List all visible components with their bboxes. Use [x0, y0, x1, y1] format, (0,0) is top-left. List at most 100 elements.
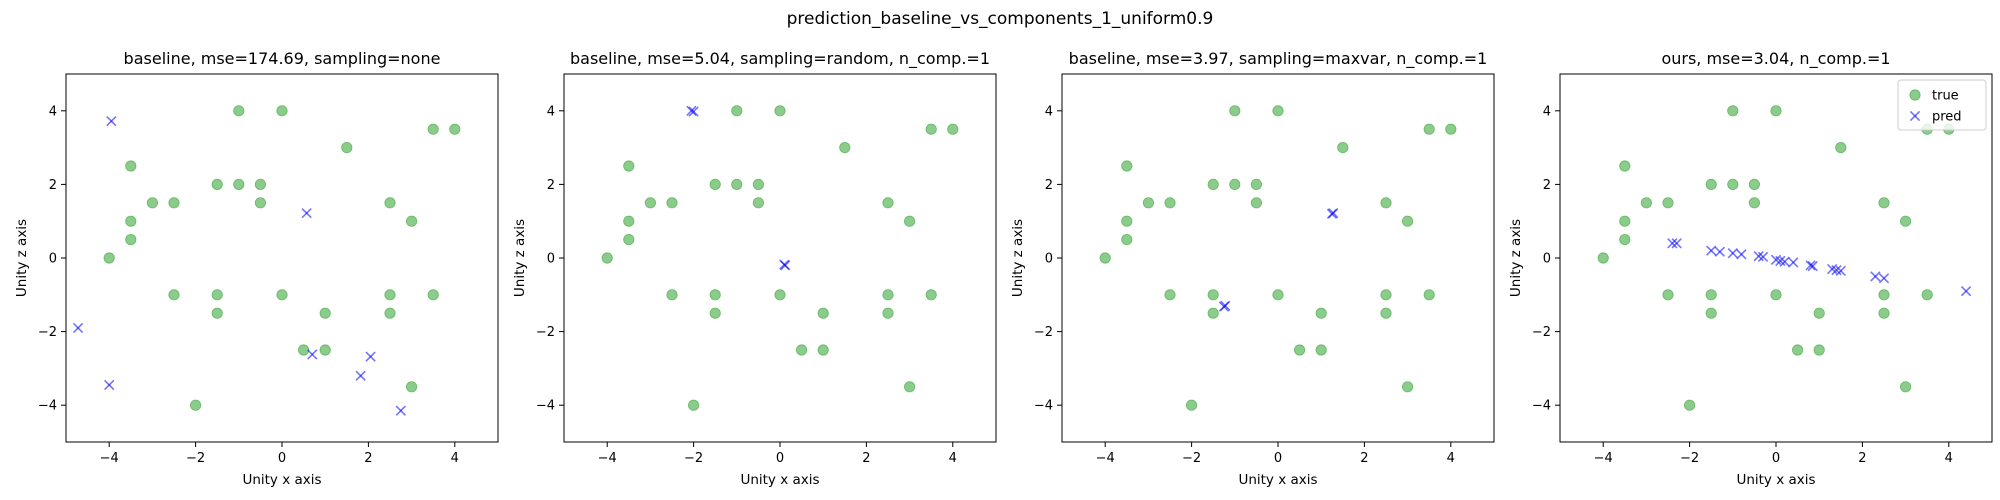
chart-4-pred-point-stroke-b — [1807, 260, 1818, 272]
chart-2-plot-area — [564, 74, 996, 442]
chart-3-plot-area — [1062, 74, 1494, 442]
chart-3-true-point — [1164, 197, 1176, 209]
chart-1-xtick-label: −4 — [100, 451, 119, 466]
chart-1-xtick-label: 2 — [364, 451, 372, 466]
chart-1-true-point — [233, 105, 245, 117]
chart-4-xtick-label: −4 — [1594, 451, 1613, 466]
chart-4-legend: true pred — [1897, 79, 1987, 131]
chart-3-pred-point — [1328, 207, 1339, 219]
chart-4-pred-point — [1779, 256, 1790, 267]
chart-1-pred-point — [395, 405, 406, 416]
chart-4-true-point — [1705, 289, 1717, 301]
chart-2-true-point — [903, 381, 916, 393]
chart-4-xtick-label: 4 — [1945, 451, 1953, 466]
chart-3-true-point — [1380, 289, 1392, 301]
chart-3: baseline, mse=3.97, sampling=maxvar, n_c… — [1010, 49, 1495, 488]
chart-4-pred-point-stroke-b — [1727, 248, 1738, 259]
chart-3-ytick-label: −4 — [1034, 399, 1053, 414]
chart-4-legend-label-pred: pred — [1932, 110, 1962, 125]
chart-1-xlabel: Unity x axis — [242, 472, 321, 488]
chart-4-pred-point-stroke-b — [1870, 271, 1881, 282]
chart-4-pred-point — [1706, 245, 1717, 256]
chart-4-pred-point — [1714, 246, 1726, 257]
chart-3-true-point — [1186, 399, 1198, 411]
chart-3-xtick-label: 4 — [1447, 451, 1455, 466]
chart-4-pred-point — [1667, 238, 1678, 249]
chart-3-ylabel: Unity z axis — [1010, 219, 1026, 297]
chart-1-xtick-label: −2 — [186, 451, 205, 466]
chart-1-pred-point-stroke-b — [301, 207, 312, 219]
chart-4-pred-point-stroke-b — [1831, 264, 1842, 276]
chart-4-pred-point — [1788, 257, 1799, 268]
chart-2-true-point — [817, 307, 829, 319]
chart-2-true-point — [882, 307, 894, 319]
chart-2-true-point — [752, 178, 765, 190]
chart-2-true-point — [601, 252, 613, 264]
chart-2-true-point — [947, 123, 959, 135]
chart-4-true-point — [1770, 289, 1782, 301]
chart-4-pred-point — [1671, 238, 1682, 249]
chart-1-pred-point — [355, 370, 366, 381]
chart-4-true-point — [1619, 215, 1631, 227]
chart-2-pred-point-stroke-b — [780, 260, 791, 271]
chart-3-true-point — [1315, 344, 1327, 356]
chart-4-pred-point-stroke-b — [1960, 285, 1972, 297]
chart-3-true-point — [1250, 178, 1263, 190]
chart-3-true-point — [1121, 234, 1133, 246]
chart-2-xlabel: Unity x axis — [740, 472, 819, 488]
chart-3-xtick-label: −4 — [1096, 451, 1115, 466]
chart-4-true-point — [1813, 307, 1825, 319]
chart-3-true-point — [1402, 381, 1414, 393]
chart-4-ytick-label: 2 — [1543, 178, 1551, 193]
chart-1-pred-point — [365, 351, 376, 362]
chart-3-ytick-label: 4 — [1045, 104, 1053, 119]
chart-1-ytick-label: −4 — [38, 399, 57, 414]
chart-1-xtick-label: 0 — [278, 451, 286, 466]
chart-4-pred-point-stroke-b — [1775, 255, 1786, 267]
chart-2-true-point — [709, 307, 721, 319]
chart-4-true-point — [1684, 399, 1696, 411]
chart-2-true-point — [882, 289, 894, 301]
chart-1-true-point — [125, 234, 137, 246]
chart-2-true-point — [666, 197, 678, 209]
chart-4-ylabel: Unity z axis — [1508, 219, 1524, 297]
chart-1: baseline, mse=174.69, sampling=none −4 −2 0… — [14, 49, 499, 488]
chart-3-series-pred — [1218, 207, 1339, 312]
chart-3-true-point — [1229, 105, 1241, 117]
chart-2-ytick-label: −4 — [536, 399, 555, 414]
chart-3-true-point — [1445, 123, 1457, 135]
chart-1-pred-point — [301, 207, 312, 219]
chart-2-true-point — [709, 178, 721, 190]
chart-1-pred-point-stroke-b — [106, 115, 117, 127]
chart-1-pred-point-stroke-b — [355, 370, 366, 381]
chart-1-true-point — [233, 178, 245, 190]
chart-4: ours, mse=3.04, n_comp.=1 −4 −2 0 2 4 −4 −2 0 2 4 U… — [1508, 49, 1993, 488]
chart-2-xtick-label: 0 — [776, 451, 784, 466]
chart-4-xtick-label: 2 — [1858, 451, 1866, 466]
chart-1-true-point — [254, 178, 266, 190]
chart-2-true-point — [839, 142, 851, 154]
chart-4-pred-point — [1757, 251, 1769, 263]
chart-4-title: ours, mse=3.04, n_comp.=1 — [1661, 49, 1890, 69]
chart-4-pred-point-stroke-b — [1753, 250, 1764, 262]
chart-4-ytick-label: 4 — [1543, 104, 1551, 119]
chart-1-pred-point — [104, 379, 115, 391]
chart-2-true-point — [731, 105, 743, 117]
chart-4-pred-point — [1960, 285, 1972, 297]
chart-2-true-point — [795, 344, 808, 356]
chart-2-true-point — [817, 344, 829, 356]
chart-4-pred-point-stroke-b — [1805, 260, 1816, 271]
chart-2-true-point — [925, 289, 937, 301]
chart-4-true-point — [1748, 197, 1761, 209]
chart-2: baseline, mse=5.04, sampling=random, n_c… — [512, 49, 997, 488]
chart-4-pred-point-stroke-b — [1736, 249, 1747, 260]
chart-3-true-point — [1207, 307, 1219, 319]
chart-4-true-point — [1748, 178, 1761, 190]
figure-suptitle: prediction_baseline_vs_components_1_unif… — [787, 9, 1214, 29]
chart-2-xtick-label: 4 — [949, 451, 957, 466]
chart-1-true-point — [384, 197, 396, 209]
chart-4-ytick-label: 0 — [1543, 252, 1551, 267]
chart-4-xtick-label: 0 — [1772, 451, 1780, 466]
chart-4-pred-point — [1736, 249, 1747, 260]
chart-1-true-point — [190, 399, 202, 411]
